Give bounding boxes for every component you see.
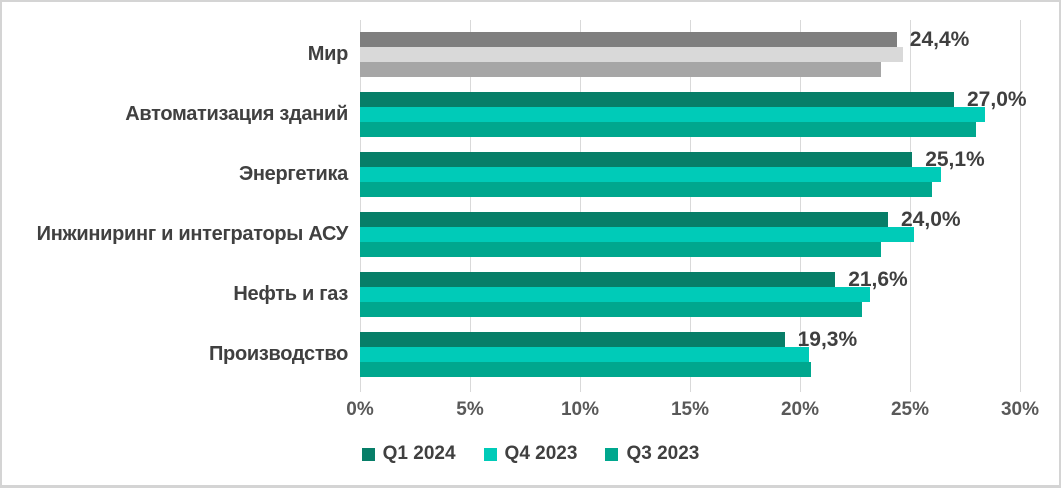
legend-swatch-icon (483, 447, 497, 461)
chart-bar (360, 152, 913, 167)
legend-label: Q4 2023 (504, 443, 578, 464)
x-tick-label: 20% (780, 399, 820, 420)
legend-item: Q3 2023 (605, 443, 699, 465)
gridline (360, 20, 361, 392)
legend-item: Q1 2024 (361, 443, 456, 465)
legend-label: Q3 2023 (626, 443, 700, 464)
data-label: 19,3% (797, 328, 858, 351)
gridline (690, 20, 691, 392)
data-label: 24,0% (901, 208, 961, 231)
gridline (910, 20, 911, 392)
legend: Q1 2024 Q4 2023 Q3 2023 (2, 443, 1059, 465)
chart-bar (360, 47, 904, 62)
chart-bar (360, 242, 882, 257)
chart-bar (360, 167, 941, 182)
chart-bar (360, 92, 954, 107)
gridline (1020, 20, 1021, 392)
legend-item: Q4 2023 (483, 443, 578, 465)
chart-bar (360, 362, 811, 377)
chart-bar (360, 212, 888, 227)
category-label: Производство (208, 343, 348, 365)
category-label: Инжиниринг и интеграторы АСУ (36, 223, 349, 245)
category-label: Автоматизация зданий (125, 103, 348, 125)
gridline (800, 20, 801, 392)
chart-bar (360, 287, 871, 302)
x-tick-label: 5% (456, 399, 484, 420)
chart-bar (360, 32, 897, 47)
x-tick-label: 0% (346, 399, 374, 420)
chart-bar (360, 332, 785, 347)
data-label: 21,6% (848, 268, 908, 291)
chart-bar (360, 122, 976, 137)
x-tick-label: 10% (560, 399, 600, 420)
category-label: Мир (307, 43, 349, 65)
gridline (580, 20, 581, 392)
data-label: 27,0% (967, 88, 1027, 111)
gridline (470, 20, 471, 392)
category-label: Энергетика (238, 163, 348, 185)
chart-bar (360, 347, 809, 362)
x-tick-label: 15% (670, 399, 710, 420)
legend-swatch-icon (605, 447, 619, 461)
x-tick-label: 25% (890, 399, 930, 420)
data-label: 25,1% (925, 148, 985, 171)
chart-bar (360, 227, 915, 242)
legend-swatch-icon (361, 447, 375, 461)
chart-bar (360, 302, 862, 317)
category-label: Нефть и газ (233, 283, 348, 305)
chart-bar (360, 182, 932, 197)
chart-bar (360, 107, 985, 122)
chart-bar (360, 62, 882, 77)
legend-label: Q1 2024 (382, 443, 456, 464)
chart-bar (360, 272, 836, 287)
x-tick-label: 30% (1000, 399, 1040, 420)
data-label: 24,4% (909, 28, 970, 51)
